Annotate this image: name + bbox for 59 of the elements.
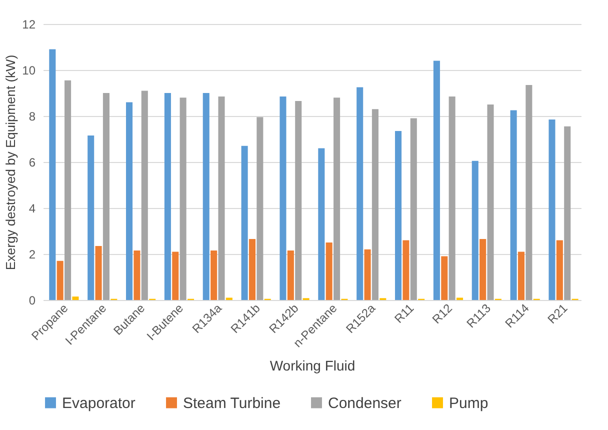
- bar: [334, 98, 340, 300]
- bar: [364, 249, 371, 300]
- bar: [49, 49, 56, 300]
- bar: [526, 84, 532, 300]
- x-tick-label: R12: [430, 300, 456, 327]
- bar: [372, 109, 378, 300]
- bar: [172, 252, 179, 300]
- bar: [295, 101, 302, 300]
- y-tick-label: 0: [28, 294, 36, 308]
- bar: [164, 93, 171, 300]
- y-axis-title: Exergy destroyed by Equipment (kW): [3, 54, 18, 270]
- y-tick-label: 12: [22, 18, 36, 32]
- bar: [356, 87, 364, 300]
- bar: [141, 90, 148, 300]
- x-tick-label: R11: [392, 300, 417, 326]
- bar: [410, 118, 417, 300]
- bar: [564, 126, 571, 300]
- bar: [88, 136, 94, 300]
- bar: [248, 239, 256, 300]
- bar: [448, 96, 456, 300]
- bar: [126, 102, 133, 300]
- legend-label: Evaporator: [62, 394, 136, 412]
- bar: [441, 256, 448, 300]
- legend-label: Steam Turbine: [183, 394, 281, 412]
- bar: [518, 252, 525, 300]
- bar: [510, 110, 517, 300]
- bar: [402, 240, 410, 300]
- x-axis-title: Working Fluid: [270, 357, 356, 374]
- bar: [326, 242, 332, 300]
- bar: [134, 250, 140, 300]
- bar: [102, 93, 110, 300]
- bar: [72, 296, 79, 300]
- bar: [548, 119, 556, 300]
- y-tick-label: 4: [28, 202, 36, 216]
- bar: [287, 250, 294, 300]
- bar: [95, 246, 102, 300]
- y-tick-label: 8: [28, 110, 36, 124]
- bar: [318, 148, 325, 300]
- x-tick-label: R21: [544, 300, 570, 327]
- legend-label: Condenser: [328, 394, 402, 412]
- bar: [180, 98, 186, 300]
- bar: [241, 146, 248, 300]
- bar: [210, 250, 218, 300]
- bar: [487, 104, 494, 300]
- bar: [472, 160, 478, 300]
- legend-label: Pump: [449, 394, 488, 412]
- y-tick-label: 10: [22, 64, 36, 78]
- bar: [218, 96, 225, 300]
- bar: [256, 117, 264, 300]
- y-tick-label: 6: [28, 156, 36, 170]
- y-tick-label: 2: [28, 248, 36, 262]
- bar: [433, 60, 440, 300]
- bar: [280, 96, 286, 300]
- bar: [480, 239, 486, 300]
- bar: [202, 93, 210, 300]
- bar: [556, 240, 563, 300]
- bar: [64, 80, 72, 300]
- bar: [395, 130, 402, 300]
- bar: [56, 260, 64, 300]
